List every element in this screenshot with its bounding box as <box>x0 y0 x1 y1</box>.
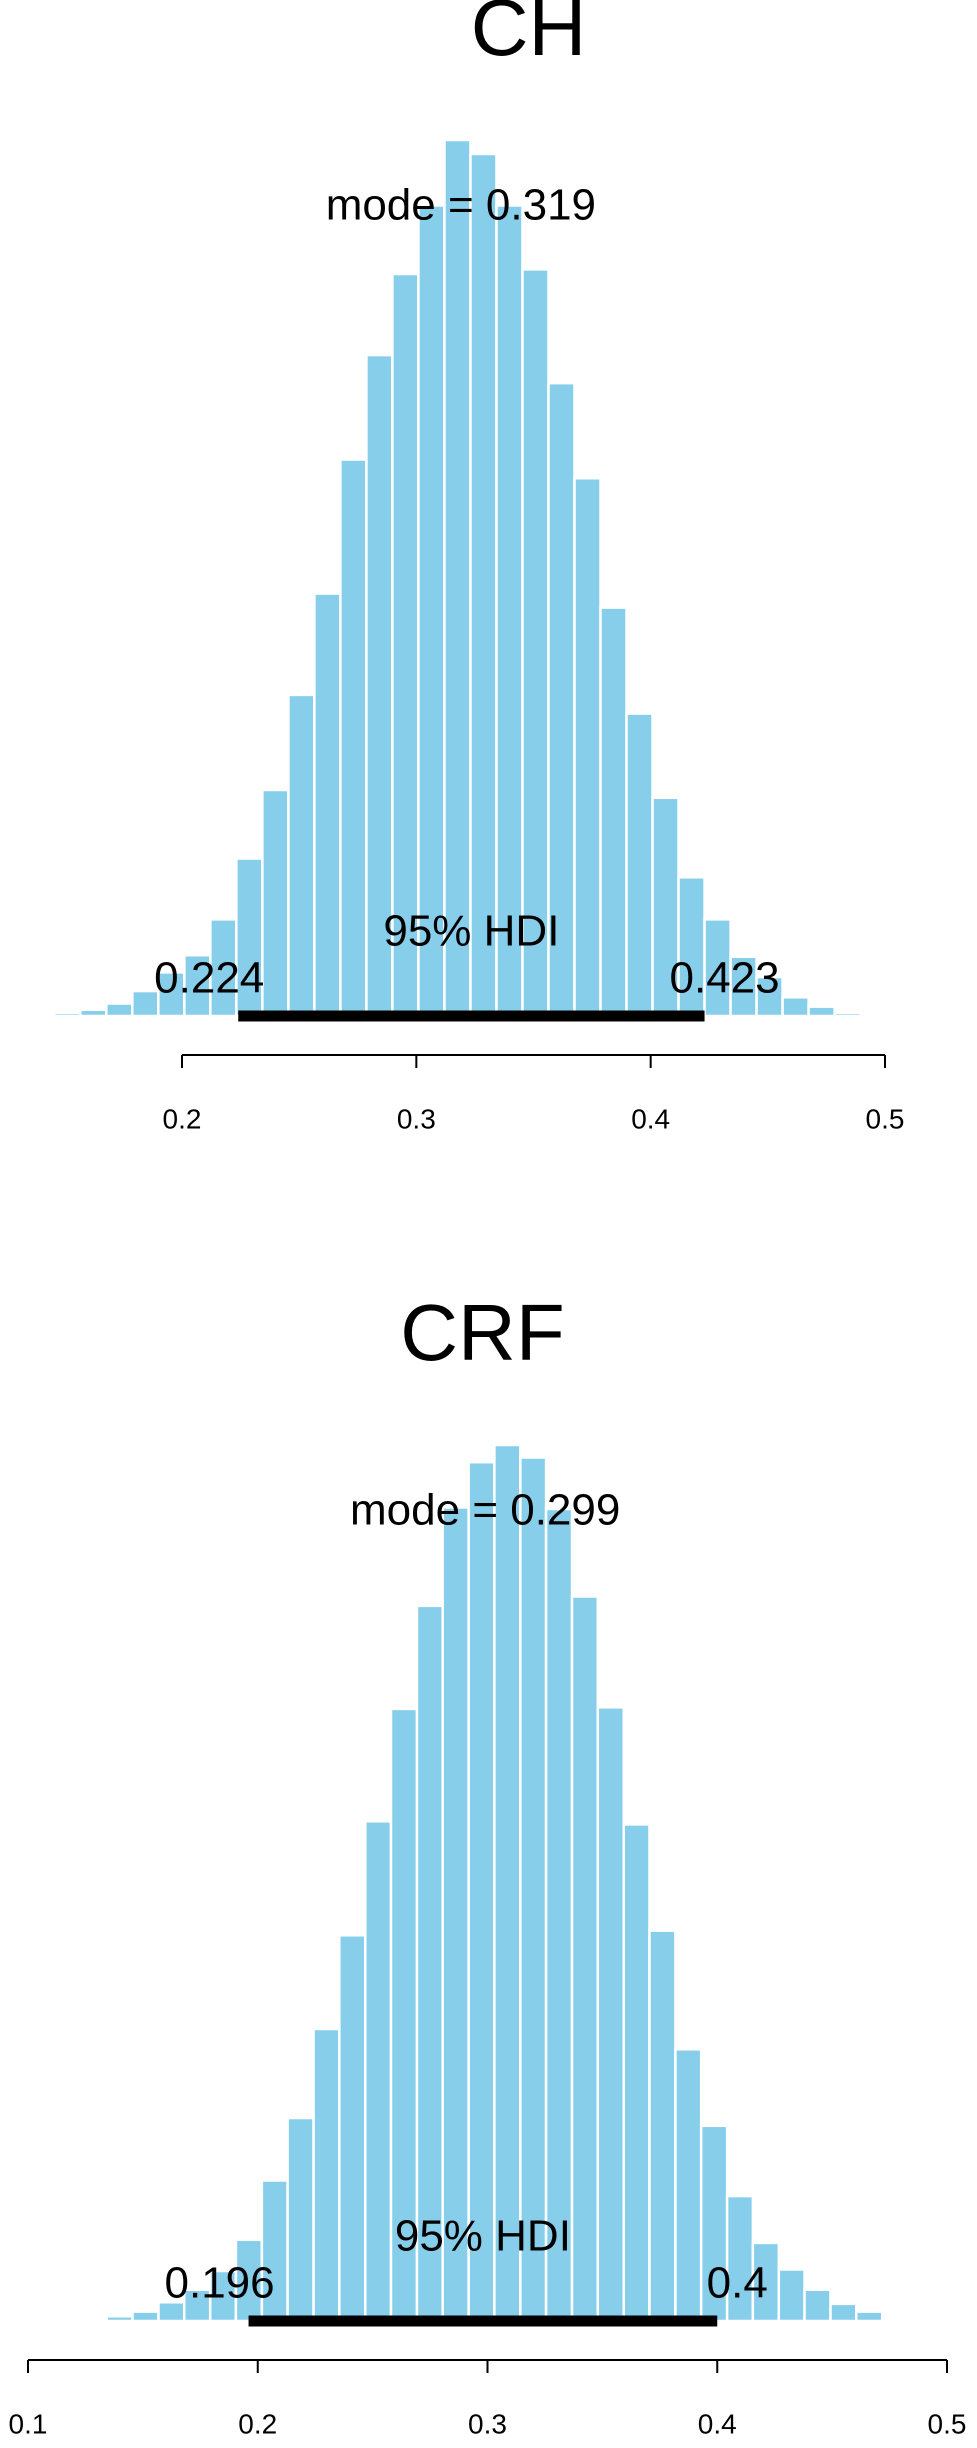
bar <box>338 1934 367 2323</box>
bar <box>833 1011 862 1018</box>
x-tick-label: 0.5 <box>866 1103 905 1134</box>
bar <box>79 2318 109 2323</box>
bar <box>651 796 680 1018</box>
bar <box>415 1604 444 2323</box>
bar <box>807 1005 836 1018</box>
bar <box>570 1595 600 2323</box>
bar <box>599 606 628 1018</box>
bar <box>781 996 810 1018</box>
x-tick-label: 0.3 <box>468 2408 507 2439</box>
bar <box>573 476 602 1018</box>
bar <box>389 1707 419 2323</box>
chart-title: CRF <box>400 1288 564 1377</box>
bar <box>313 592 342 1018</box>
bar <box>777 2268 806 2323</box>
bar <box>859 1013 888 1018</box>
bar <box>622 1823 651 2323</box>
bar <box>829 2302 858 2323</box>
hdi-label: 95% HDI <box>383 907 559 956</box>
x-tick-label: 0.4 <box>698 2408 737 2439</box>
bar <box>703 918 732 1018</box>
x-tick-label: 0.2 <box>238 2408 277 2439</box>
x-tick-label: 0.1 <box>9 2408 48 2439</box>
hdi-high-label: 0.423 <box>670 954 780 1003</box>
mode-label: mode = 0.319 <box>326 181 596 230</box>
chart-title: CH <box>471 0 587 72</box>
x-tick-label: 0.3 <box>397 1103 436 1134</box>
bar <box>495 204 524 1018</box>
bar <box>441 1506 470 2323</box>
bar <box>674 2048 703 2323</box>
bar <box>803 2288 832 2323</box>
mode-label: mode = 0.299 <box>350 1486 620 1535</box>
bar <box>105 1002 134 1018</box>
bar <box>364 1820 393 2323</box>
bar <box>286 2116 315 2323</box>
bar <box>287 693 316 1018</box>
x-tick-label: 0.5 <box>928 2408 967 2439</box>
bar <box>79 1008 108 1018</box>
bar <box>519 1456 548 2323</box>
bar <box>105 2315 134 2323</box>
bar <box>417 204 446 1018</box>
bar <box>391 272 420 1018</box>
hdi-low-label: 0.224 <box>154 954 264 1003</box>
bar <box>339 458 368 1018</box>
bar <box>625 712 654 1018</box>
bar <box>260 2179 289 2323</box>
bar <box>469 152 498 1018</box>
x-tick-label: 0.4 <box>631 1103 670 1134</box>
bar <box>131 989 160 1018</box>
bar <box>521 268 550 1018</box>
hdi-high-label: 0.4 <box>707 2259 768 2308</box>
bar <box>854 2310 884 2323</box>
hdi-label: 95% HDI <box>395 2212 571 2261</box>
bar <box>648 1929 677 2323</box>
bar <box>261 788 290 1018</box>
bar <box>157 971 186 1018</box>
bar <box>467 1460 496 2323</box>
bar <box>312 2027 341 2323</box>
hdi-low-label: 0.196 <box>165 2259 275 2308</box>
bar <box>544 1507 574 2323</box>
bar <box>131 2310 160 2323</box>
bar <box>596 1706 625 2323</box>
bar <box>183 953 212 1018</box>
x-tick-label: 0.2 <box>163 1103 202 1134</box>
bar <box>443 138 472 1018</box>
bar <box>493 1443 522 2323</box>
bar <box>53 1011 82 1018</box>
